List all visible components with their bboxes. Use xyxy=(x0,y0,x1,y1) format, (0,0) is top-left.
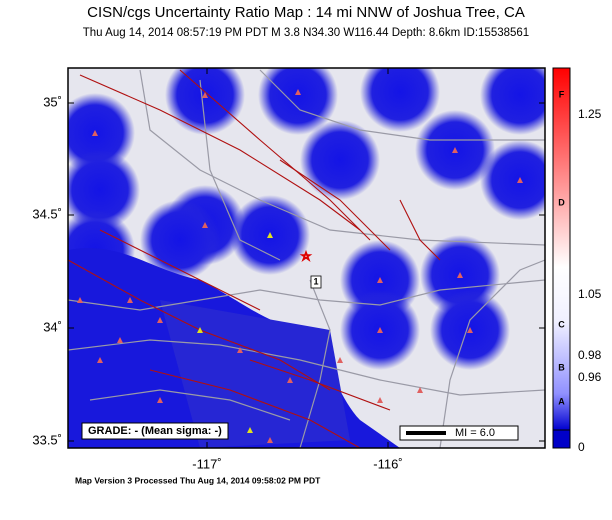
lat-label: 35˚ xyxy=(43,94,62,109)
scale-label: MI = 6.0 xyxy=(455,427,495,439)
station xyxy=(287,377,293,383)
lat-label: 34.5˚ xyxy=(32,206,62,221)
footer: Map Version 3 Processed Thu Aug 14, 2014… xyxy=(75,475,321,485)
station xyxy=(337,357,343,363)
station xyxy=(97,357,103,363)
colorbar-grade: D xyxy=(558,197,565,207)
colorbar-label: 1.25 xyxy=(578,107,602,121)
station xyxy=(377,327,383,333)
lat-label: 33.5˚ xyxy=(32,432,62,447)
uncertainty-area xyxy=(68,93,135,173)
lon-label: -117˚ xyxy=(192,456,221,471)
station xyxy=(267,232,273,238)
uncertainty-area xyxy=(68,150,140,230)
station xyxy=(197,327,203,333)
station xyxy=(517,177,523,183)
uncertainty-area xyxy=(165,68,245,135)
colorbar-label: 0.96 xyxy=(578,370,602,384)
uncertainty-area xyxy=(480,68,545,135)
station xyxy=(457,272,463,278)
grade: GRADE: - (Mean sigma: -) xyxy=(88,425,222,437)
uncertainty-area xyxy=(258,68,338,135)
station xyxy=(377,277,383,283)
colorbar-label: 0.98 xyxy=(578,348,602,362)
map: 1 GRADE: - (Mean sigma: -) MI = 6.0 xyxy=(68,68,545,448)
station xyxy=(377,397,383,403)
station xyxy=(452,147,458,153)
uncertainty-area xyxy=(300,120,380,200)
colorbar-label: 0 xyxy=(578,440,585,454)
station xyxy=(92,130,98,136)
colorbar-grade: A xyxy=(558,396,565,406)
epicenter-label: 1 xyxy=(313,276,318,286)
station xyxy=(127,297,133,303)
colorbar-grade: B xyxy=(558,362,565,372)
lon-label: -116˚ xyxy=(373,456,402,471)
uncertainty-area xyxy=(480,140,545,220)
station xyxy=(237,347,243,353)
station xyxy=(157,397,163,403)
subtitle: Thu Aug 14, 2014 08:57:19 PM PDT M 3.8 N… xyxy=(83,27,529,39)
station xyxy=(157,317,163,323)
station xyxy=(77,297,83,303)
station xyxy=(467,327,473,333)
station xyxy=(295,89,301,95)
station xyxy=(202,222,208,228)
station xyxy=(202,92,208,98)
lat-label: 34˚ xyxy=(43,319,62,334)
station xyxy=(267,437,273,443)
station xyxy=(417,387,423,393)
colorbar-grade: F xyxy=(559,89,565,99)
station xyxy=(247,427,253,433)
colorbar-label: 1.05 xyxy=(578,287,602,301)
title: CISN/cgs Uncertainty Ratio Map : 14 mi N… xyxy=(87,4,525,21)
colorbar-grade: C xyxy=(558,319,565,329)
station xyxy=(117,337,123,343)
uncertainty-area xyxy=(360,68,440,132)
